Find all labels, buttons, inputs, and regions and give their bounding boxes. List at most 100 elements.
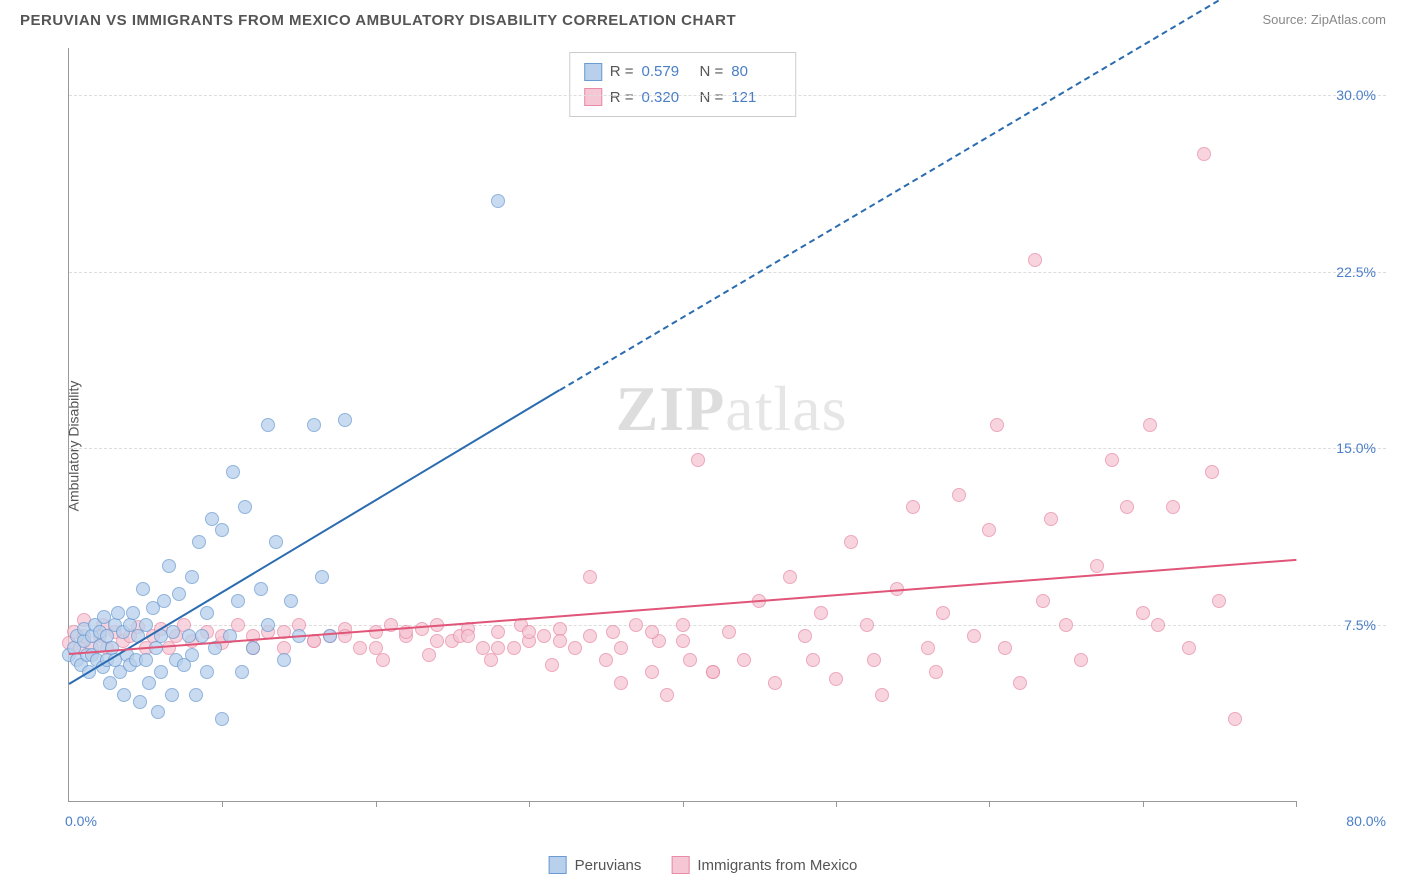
n-label: N = [700, 85, 724, 111]
stats-legend: R = 0.579N = 80R = 0.320N = 121 [569, 52, 797, 117]
data-point [906, 500, 920, 514]
r-value: 0.320 [642, 85, 692, 111]
data-point [645, 665, 659, 679]
data-point [307, 418, 321, 432]
x-tick [222, 801, 223, 807]
y-tick-label: 22.5% [1336, 264, 1376, 280]
series-legend: Peruvians Immigrants from Mexico [549, 856, 858, 874]
data-point [545, 658, 559, 672]
data-point [323, 629, 337, 643]
stats-legend-row: R = 0.579N = 80 [584, 59, 782, 85]
data-point [235, 665, 249, 679]
data-point [195, 629, 209, 643]
data-point [284, 594, 298, 608]
data-point [952, 488, 966, 502]
x-end-label: 80.0% [1346, 813, 1386, 829]
data-point [205, 512, 219, 526]
data-point [583, 629, 597, 643]
data-point [353, 641, 367, 655]
data-point [568, 641, 582, 655]
data-point [599, 653, 613, 667]
watermark-bold: ZIP [616, 373, 726, 444]
x-start-label: 0.0% [65, 813, 97, 829]
data-point [990, 418, 1004, 432]
data-point [1059, 618, 1073, 632]
data-point [1166, 500, 1180, 514]
data-point [1105, 453, 1119, 467]
gridline [69, 95, 1386, 96]
data-point [867, 653, 881, 667]
data-point [215, 712, 229, 726]
data-point [269, 535, 283, 549]
data-point [507, 641, 521, 655]
data-point [1090, 559, 1104, 573]
data-point [829, 672, 843, 686]
data-point [185, 648, 199, 662]
data-point [1044, 512, 1058, 526]
chart-title: PERUVIAN VS IMMIGRANTS FROM MEXICO AMBUL… [20, 12, 736, 29]
data-point [583, 570, 597, 584]
data-point [430, 634, 444, 648]
data-point [126, 606, 140, 620]
data-point [614, 641, 628, 655]
data-point [921, 641, 935, 655]
data-point [166, 625, 180, 639]
data-point [338, 413, 352, 427]
data-point [967, 629, 981, 643]
data-point [860, 618, 874, 632]
data-point [929, 665, 943, 679]
data-point [484, 653, 498, 667]
data-point [133, 695, 147, 709]
data-point [185, 570, 199, 584]
data-point [151, 705, 165, 719]
legend-item: Immigrants from Mexico [671, 856, 857, 874]
data-point [192, 535, 206, 549]
gridline [69, 272, 1386, 273]
data-point [261, 418, 275, 432]
data-point [737, 653, 751, 667]
data-point [231, 594, 245, 608]
x-tick [376, 801, 377, 807]
scatter-plot: ZIPatlas R = 0.579N = 80R = 0.320N = 121… [68, 48, 1296, 802]
source-attribution: Source: ZipAtlas.com [1262, 12, 1386, 27]
data-point [111, 606, 125, 620]
data-point [1197, 147, 1211, 161]
data-point [844, 535, 858, 549]
r-label: R = [610, 85, 634, 111]
x-tick [989, 801, 990, 807]
data-point [982, 523, 996, 537]
data-point [998, 641, 1012, 655]
data-point [200, 606, 214, 620]
data-point [172, 587, 186, 601]
n-label: N = [700, 59, 724, 85]
x-tick [836, 801, 837, 807]
y-tick-label: 15.0% [1336, 440, 1376, 456]
data-point [1074, 653, 1088, 667]
legend-label: Peruvians [575, 857, 642, 874]
legend-swatch [671, 856, 689, 874]
data-point [936, 606, 950, 620]
data-point [461, 629, 475, 643]
data-point [875, 688, 889, 702]
data-point [491, 641, 505, 655]
data-point [369, 641, 383, 655]
stats-legend-row: R = 0.320N = 121 [584, 85, 782, 111]
data-point [103, 676, 117, 690]
data-point [157, 594, 171, 608]
r-label: R = [610, 59, 634, 85]
legend-swatch [584, 88, 602, 106]
data-point [200, 665, 214, 679]
data-point [139, 618, 153, 632]
data-point [614, 676, 628, 690]
data-point [1028, 253, 1042, 267]
data-point [522, 625, 536, 639]
data-point [117, 688, 131, 702]
x-tick [1296, 801, 1297, 807]
legend-label: Immigrants from Mexico [697, 857, 857, 874]
data-point [182, 629, 196, 643]
data-point [798, 629, 812, 643]
data-point [553, 634, 567, 648]
data-point [768, 676, 782, 690]
data-point [142, 676, 156, 690]
data-point [139, 653, 153, 667]
